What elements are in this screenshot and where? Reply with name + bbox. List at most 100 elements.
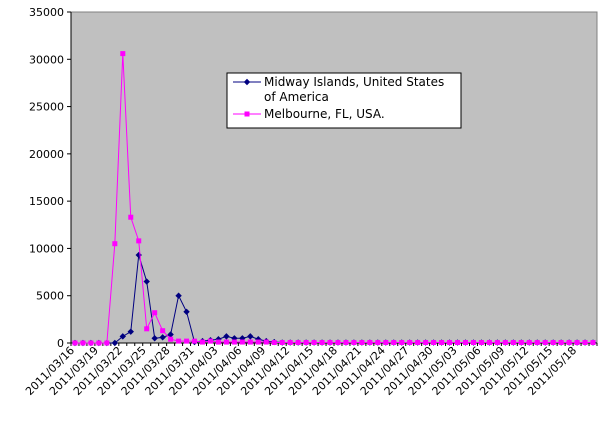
data-point [231, 339, 237, 345]
data-point [271, 340, 277, 346]
data-point [367, 340, 373, 346]
data-point [279, 340, 285, 346]
data-point [120, 51, 126, 57]
x-axis: 2011/03/162011/03/192011/03/222011/03/25… [23, 342, 598, 398]
data-point [111, 339, 119, 347]
data-point [239, 339, 245, 345]
data-point [215, 336, 222, 343]
data-point [207, 338, 213, 344]
data-point [144, 326, 150, 332]
data-point [160, 328, 166, 334]
legend-label: of America [264, 90, 329, 104]
data-point [303, 340, 309, 346]
legend-label: Melbourne, FL, USA. [264, 107, 385, 121]
data-point [96, 340, 102, 346]
data-point [335, 340, 341, 346]
data-point [183, 308, 190, 315]
data-point [231, 335, 238, 342]
y-tick-label: 5000 [36, 290, 64, 303]
data-point [143, 278, 150, 285]
y-tick-label: 30000 [29, 53, 64, 66]
series-layer [71, 51, 597, 347]
data-point [439, 340, 445, 346]
data-point [574, 340, 580, 346]
data-point [311, 340, 317, 346]
data-point [159, 334, 166, 341]
y-tick-label: 10000 [29, 242, 64, 255]
legend-label: Midway Islands, United States [264, 75, 444, 89]
data-point [566, 340, 572, 346]
data-point [104, 340, 110, 346]
data-point [407, 340, 413, 346]
data-point [582, 340, 588, 346]
y-tick-label: 0 [57, 337, 64, 350]
data-point [319, 340, 325, 346]
data-point [494, 340, 500, 346]
data-point [215, 339, 221, 345]
data-point [72, 340, 78, 346]
data-point [112, 241, 118, 247]
data-point [550, 340, 556, 346]
data-point [558, 340, 564, 346]
y-tick-label: 25000 [29, 101, 64, 114]
data-point [127, 328, 134, 335]
data-point [383, 340, 389, 346]
data-point [247, 339, 253, 345]
data-point [391, 340, 397, 346]
legend-swatch-marker [243, 78, 251, 86]
y-tick-label: 20000 [29, 148, 64, 161]
data-point [455, 340, 461, 346]
data-point [255, 339, 261, 345]
data-point [327, 340, 333, 346]
data-point [470, 340, 476, 346]
data-point [343, 340, 349, 346]
plot-area [70, 11, 598, 344]
data-point [295, 340, 301, 346]
data-point [534, 340, 540, 346]
data-point [423, 340, 429, 346]
data-point [542, 340, 548, 346]
data-point [359, 340, 365, 346]
data-point [192, 338, 198, 344]
y-axis: 0 5000 10000 15000 20000 25000 30000 35000 [29, 6, 72, 350]
data-point [287, 340, 293, 346]
data-point [175, 292, 182, 299]
data-point [351, 340, 357, 346]
data-point [518, 340, 524, 346]
data-point [590, 340, 596, 346]
data-point [167, 331, 174, 338]
data-point [399, 340, 405, 346]
data-point [486, 340, 492, 346]
data-point [80, 340, 86, 346]
data-point [223, 339, 229, 345]
data-point [184, 338, 190, 344]
data-point [510, 340, 516, 346]
data-point [415, 340, 421, 346]
data-point [463, 340, 468, 346]
data-point [152, 310, 158, 316]
legend-swatch-marker [244, 111, 250, 117]
data-point [447, 340, 453, 346]
series-1 [72, 51, 596, 346]
data-point [263, 339, 269, 345]
legend-entry: Melbourne, FL, USA. [233, 107, 385, 121]
data-point [88, 340, 94, 346]
data-point [247, 333, 254, 340]
y-tick-label: 35000 [29, 6, 64, 19]
data-point [119, 333, 127, 340]
data-point [176, 338, 182, 344]
data-point [375, 340, 381, 346]
data-point [151, 335, 158, 342]
data-point [168, 336, 174, 342]
data-point [431, 340, 437, 346]
data-point [200, 339, 205, 345]
data-point [478, 340, 484, 346]
legend-box [226, 72, 462, 129]
data-point [136, 238, 142, 244]
data-point [223, 333, 230, 340]
data-point [502, 340, 508, 346]
data-point [526, 340, 532, 346]
